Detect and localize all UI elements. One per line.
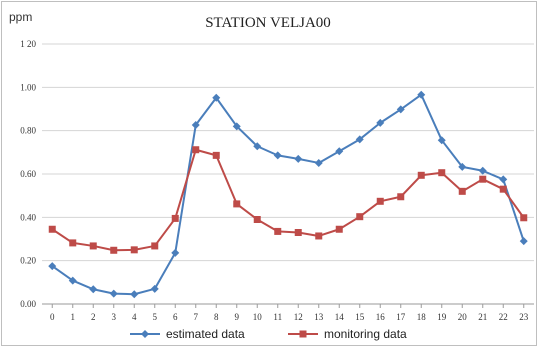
legend: estimated data monitoring data xyxy=(130,327,407,341)
data-point-monitoring xyxy=(438,169,446,177)
x-tick-label: 14 xyxy=(335,312,345,322)
x-tick-label: 10 xyxy=(253,312,263,322)
data-point-monitoring xyxy=(356,213,364,221)
data-point-monitoring xyxy=(499,185,507,193)
series-group xyxy=(48,90,528,299)
y-axis-label: ppm xyxy=(9,10,32,24)
data-point-estimated xyxy=(68,276,77,285)
x-tick-label: 19 xyxy=(437,312,447,322)
data-point-monitoring xyxy=(479,175,487,183)
data-point-monitoring xyxy=(233,200,241,208)
x-tick-label: 16 xyxy=(376,312,386,322)
data-point-estimated xyxy=(294,154,303,163)
data-point-estimated xyxy=(499,175,508,184)
x-tick-label: 23 xyxy=(519,312,529,322)
data-point-monitoring xyxy=(130,246,138,254)
chart-title: STATION VELJA00 xyxy=(205,15,331,31)
data-point-estimated xyxy=(519,237,528,246)
x-tick-label: 1 xyxy=(71,312,76,322)
x-tick-label: 17 xyxy=(396,312,406,322)
data-point-monitoring xyxy=(397,193,405,201)
y-axis-ticks: 0.00 0.20 0.40 0.60 0.80 1.00 1 20 xyxy=(20,39,36,309)
x-tick-label: 20 xyxy=(458,312,468,322)
data-point-estimated xyxy=(212,93,221,102)
data-point-monitoring xyxy=(151,242,159,250)
x-tick-label: 13 xyxy=(314,312,324,322)
data-point-estimated xyxy=(150,284,159,293)
x-tick-label: 3 xyxy=(112,312,117,322)
data-point-estimated xyxy=(191,121,200,130)
x-tick-label: 5 xyxy=(153,312,158,322)
data-point-monitoring xyxy=(48,225,56,233)
data-point-monitoring xyxy=(89,242,97,250)
series-line-1 xyxy=(51,148,525,252)
x-tick-label: 18 xyxy=(417,312,427,322)
data-point-estimated xyxy=(253,142,262,151)
x-tick-label: 7 xyxy=(194,312,199,322)
data-point-monitoring xyxy=(458,187,466,195)
data-point-estimated xyxy=(376,118,385,127)
y-tick-label: 0.40 xyxy=(20,212,36,222)
data-point-estimated xyxy=(232,122,241,131)
data-point-estimated xyxy=(273,151,282,160)
legend-label-1: monitoring data xyxy=(324,327,407,341)
data-point-monitoring xyxy=(253,216,261,223)
x-tick-label: 9 xyxy=(235,312,240,322)
data-point-estimated xyxy=(437,136,446,145)
x-tick-label: 12 xyxy=(294,312,303,322)
x-axis: 0 1 2 3 4 5 6 7 8 9 10 11 12 13 14 15 16 17 18 19 20 21 22 23 xyxy=(50,304,529,322)
legend-marker-diamond xyxy=(141,330,149,338)
x-tick-label: 11 xyxy=(273,312,282,322)
grid-lines xyxy=(42,43,534,305)
data-point-estimated xyxy=(314,158,323,167)
data-point-monitoring xyxy=(69,239,77,247)
x-tick-label: 6 xyxy=(173,312,178,322)
data-point-estimated xyxy=(335,147,344,156)
data-point-estimated xyxy=(48,262,57,271)
y-tick-label: 0.80 xyxy=(20,126,36,136)
x-tick-label: 21 xyxy=(478,312,487,322)
data-point-estimated xyxy=(109,289,118,298)
data-point-monitoring xyxy=(520,214,528,222)
data-point-monitoring xyxy=(192,146,200,154)
data-point-estimated xyxy=(458,162,467,171)
data-point-monitoring xyxy=(376,197,384,205)
x-tick-label: 0 xyxy=(50,312,55,322)
data-point-monitoring xyxy=(417,171,425,179)
y-tick-label: 1 20 xyxy=(20,39,36,49)
x-tick-label: 8 xyxy=(214,312,219,322)
x-tick-label: 22 xyxy=(499,312,508,322)
data-point-monitoring xyxy=(274,227,282,235)
legend-label-0: estimated data xyxy=(166,327,245,341)
data-point-estimated xyxy=(130,290,139,299)
legend-marker-square xyxy=(299,330,307,338)
y-tick-label: 0.60 xyxy=(20,169,36,179)
data-point-estimated xyxy=(89,285,98,294)
data-point-monitoring xyxy=(294,229,302,236)
data-point-monitoring xyxy=(212,151,220,159)
data-point-estimated xyxy=(355,135,364,144)
x-tick-label: 15 xyxy=(355,312,365,322)
data-point-monitoring xyxy=(110,246,118,254)
data-point-estimated xyxy=(396,105,405,114)
data-point-monitoring xyxy=(315,232,323,240)
data-point-monitoring xyxy=(335,225,343,233)
y-tick-label: 0.00 xyxy=(20,299,36,309)
y-tick-label: 1.00 xyxy=(20,82,36,92)
data-point-estimated xyxy=(478,166,487,175)
series-line-0 xyxy=(51,93,525,296)
y-tick-label: 0.20 xyxy=(20,256,36,266)
data-point-estimated xyxy=(171,248,180,257)
x-tick-label: 4 xyxy=(132,312,137,322)
x-tick-label: 2 xyxy=(91,312,96,322)
data-point-monitoring xyxy=(171,214,179,222)
data-point-estimated xyxy=(417,90,426,99)
